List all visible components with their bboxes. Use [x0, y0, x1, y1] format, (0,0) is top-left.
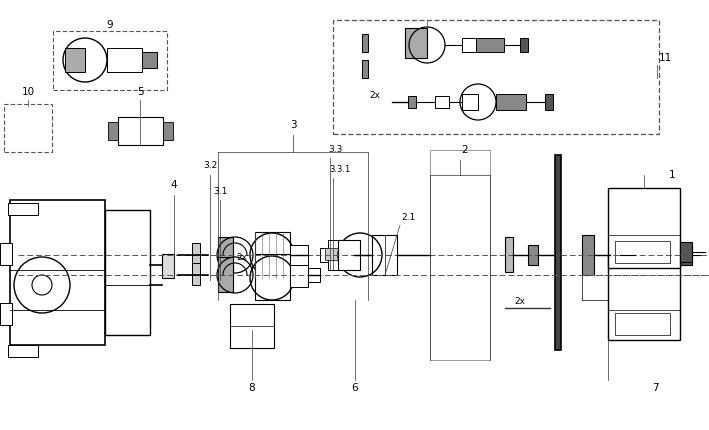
Text: 2x: 2x [237, 254, 247, 262]
Text: 11: 11 [659, 53, 671, 63]
Bar [615, 313, 670, 335]
Bar [8, 345, 38, 357]
Text: 5: 5 [137, 87, 143, 97]
Bar [65, 48, 85, 72]
Text: 9: 9 [106, 20, 113, 30]
Bar [105, 210, 150, 335]
Bar [582, 235, 594, 275]
Bar [255, 254, 290, 300]
Bar [610, 245, 620, 265]
Bar [362, 60, 368, 78]
FancyBboxPatch shape [53, 31, 167, 90]
FancyBboxPatch shape [333, 20, 659, 134]
Bar [505, 237, 513, 272]
Bar [408, 96, 416, 108]
Bar [462, 94, 478, 110]
Bar [118, 117, 163, 145]
Bar [435, 96, 449, 108]
Bar [8, 203, 38, 215]
Bar [462, 38, 476, 52]
Bar [520, 38, 528, 52]
Bar [107, 48, 142, 72]
Bar [192, 263, 200, 285]
Bar [230, 304, 274, 348]
Bar [255, 232, 290, 278]
Bar [142, 52, 157, 68]
Bar [555, 155, 561, 350]
Text: 6: 6 [352, 383, 358, 393]
Bar [608, 255, 680, 340]
Bar [476, 38, 504, 52]
Bar [496, 94, 526, 110]
Bar [8, 109, 48, 147]
Bar [608, 188, 680, 268]
Bar [372, 235, 397, 275]
Bar [680, 245, 692, 265]
Bar [0, 243, 12, 265]
Bar [458, 155, 464, 355]
Text: 3.3.1: 3.3.1 [330, 166, 351, 175]
Bar [680, 242, 692, 262]
Bar [430, 150, 490, 360]
Text: 8: 8 [249, 383, 255, 393]
Bar [435, 160, 439, 350]
Bar [325, 248, 341, 260]
Text: 7: 7 [652, 383, 659, 393]
Bar [192, 243, 200, 265]
Text: 3.3: 3.3 [328, 145, 342, 154]
Bar [108, 122, 118, 140]
Text: 2: 2 [462, 145, 469, 155]
Bar [320, 248, 328, 262]
Bar [472, 155, 478, 355]
Bar [445, 160, 449, 350]
Bar [10, 200, 105, 345]
Text: 3: 3 [290, 120, 296, 130]
Bar [405, 28, 427, 58]
Bar [12, 114, 44, 142]
Bar [290, 245, 308, 265]
Text: 3.2: 3.2 [203, 160, 217, 169]
Bar [290, 265, 308, 287]
Bar [545, 94, 553, 110]
Text: 1: 1 [669, 170, 675, 180]
Bar [615, 241, 670, 263]
FancyBboxPatch shape [4, 104, 52, 152]
Text: 2x: 2x [369, 90, 381, 99]
Bar [528, 245, 538, 265]
Bar [163, 122, 173, 140]
Bar [218, 257, 233, 292]
Text: 4: 4 [171, 180, 177, 190]
Text: 10: 10 [21, 87, 35, 97]
Text: 2x: 2x [515, 298, 525, 307]
Text: 3.1: 3.1 [213, 187, 227, 197]
Bar [362, 34, 368, 52]
Bar [218, 237, 233, 272]
Bar [328, 240, 338, 270]
Bar [162, 254, 174, 278]
Bar [338, 240, 360, 270]
Text: 2.1: 2.1 [401, 214, 415, 222]
Bar [342, 245, 354, 265]
Bar [308, 268, 320, 282]
Bar [0, 303, 12, 325]
